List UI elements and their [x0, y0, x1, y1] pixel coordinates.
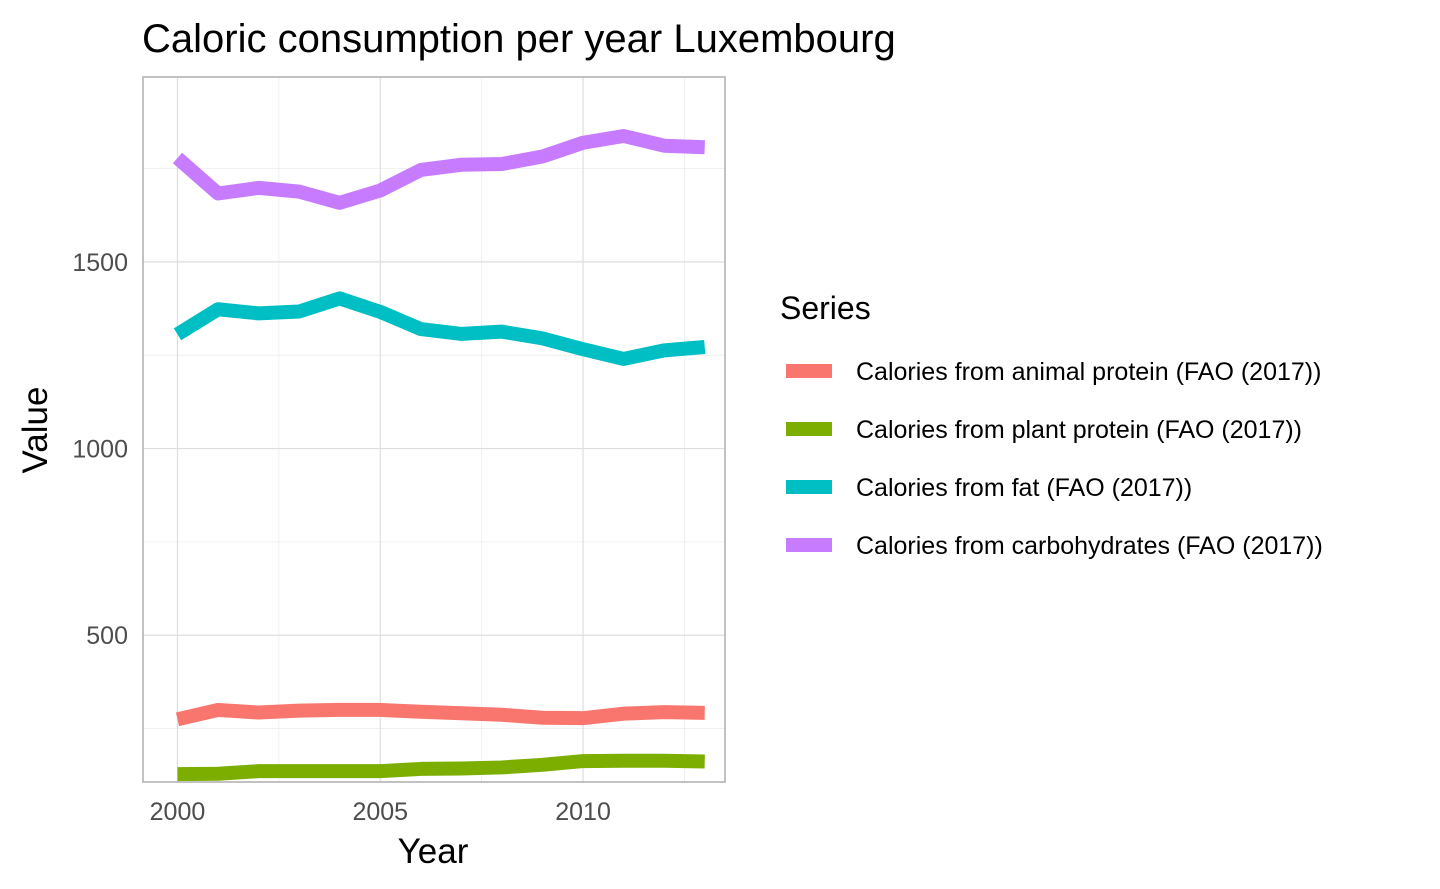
grid	[143, 77, 725, 782]
chart-title: Caloric consumption per year Luxembourg	[142, 17, 896, 61]
legend-swatch	[786, 364, 832, 378]
legend-title: Series	[780, 290, 871, 326]
legend-swatch	[786, 422, 832, 436]
y-tick-label: 500	[86, 622, 128, 650]
series-lines	[172, 129, 706, 782]
series-line-2	[177, 753, 705, 782]
legend: Series Calories from animal protein (FAO…	[780, 290, 1323, 560]
y-axis-title: Value	[16, 387, 55, 474]
x-axis-title: Year	[398, 832, 469, 871]
y-tick-label: 1000	[72, 436, 128, 464]
legend-items: Calories from animal protein (FAO (2017)…	[786, 358, 1323, 560]
series-line-3	[173, 291, 706, 366]
legend-swatch	[786, 538, 832, 552]
y-tick-labels: 500 1000 1500	[72, 249, 128, 650]
legend-label: Calories from fat (FAO (2017))	[856, 474, 1192, 502]
legend-label: Calories from plant protein (FAO (2017))	[856, 416, 1302, 444]
panel-border	[142, 76, 726, 783]
y-tick-label: 1500	[72, 249, 128, 277]
legend-swatch	[786, 480, 832, 494]
x-tick-label: 2005	[352, 798, 408, 826]
x-tick-labels: 2000 2005 2010	[150, 798, 611, 826]
legend-label: Calories from carbohydrates (FAO (2017))	[856, 532, 1323, 560]
x-tick-label: 2010	[555, 798, 611, 826]
series-line-1	[175, 702, 705, 727]
series-line-4	[172, 129, 705, 210]
x-tick-label: 2000	[150, 798, 206, 826]
legend-label: Calories from animal protein (FAO (2017)…	[856, 358, 1321, 386]
